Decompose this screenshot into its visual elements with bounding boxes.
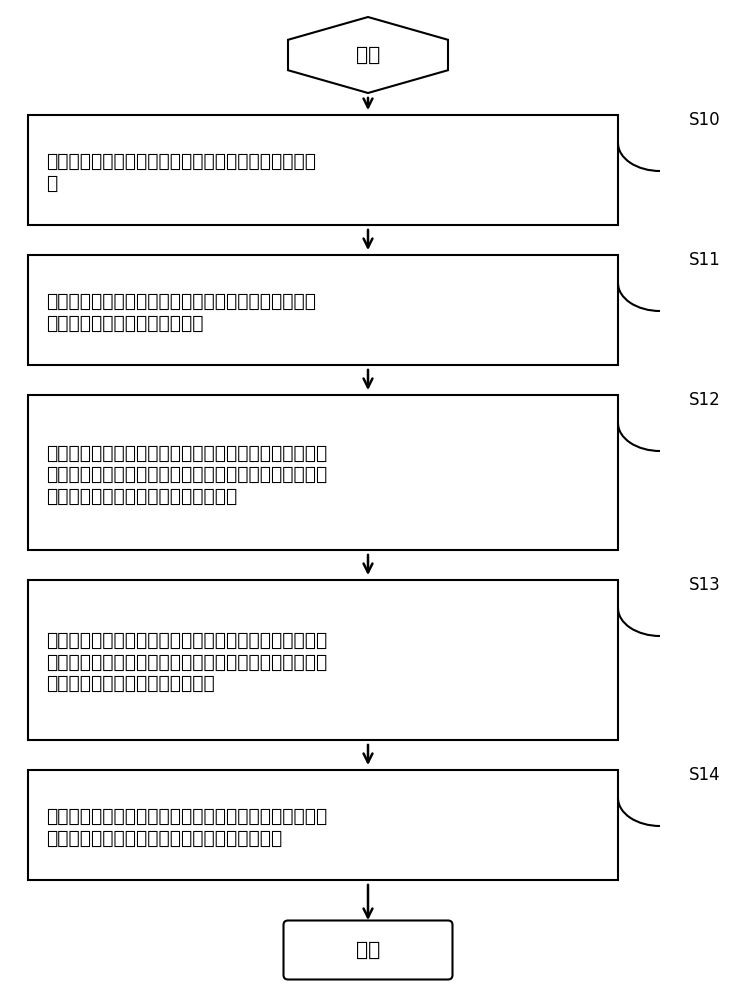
Text: 执行过程的影像，并对所述影像进行可视化展示: 执行过程的影像，并对所述影像进行可视化展示: [46, 828, 282, 847]
Text: 开始: 开始: [356, 45, 380, 64]
Text: 动态展示模块存储经价真模块价真生成的各个工艺步骤的: 动态展示模块存储经价真模块价真生成的各个工艺步骤的: [46, 807, 328, 826]
Text: 据: 据: [46, 173, 57, 192]
Text: S10: S10: [689, 111, 721, 129]
Text: S14: S14: [689, 766, 721, 784]
Text: 价真模块运行所述集成模块建立的数字化模型，从而对待: 价真模块运行所述集成模块建立的数字化模型，从而对待: [46, 631, 328, 650]
Text: 件三维参数，生成对应的虚拟零部件；: 件三维参数，生成对应的虚拟零部件；: [46, 487, 237, 506]
Bar: [28, 115, 618, 225]
Text: 展示产品的产品性能、运转工艺进行价真分析，并按照工: 展示产品的产品性能、运转工艺进行价真分析，并按照工: [46, 653, 328, 672]
Text: 结束: 结束: [356, 940, 380, 960]
Text: S11: S11: [689, 251, 721, 269]
Text: 数据导入模块采集待展示的产品结构参数和工艺参数数: 数据导入模块采集待展示的产品结构参数和工艺参数数: [46, 152, 316, 171]
Text: 数据接收模块接收来自数据导入模块传送的数据，并发: 数据接收模块接收来自数据导入模块传送的数据，并发: [46, 292, 316, 311]
Bar: [28, 395, 618, 550]
Text: 送给数据分析模块进行参数分析: 送给数据分析模块进行参数分析: [46, 313, 203, 332]
Text: 集成模块利用所述数据分析模块的分析结果构建待展示产: 集成模块利用所述数据分析模块的分析结果构建待展示产: [46, 444, 328, 463]
Text: 艺参数，按顺序执行每一工艺步骤: 艺参数，按顺序执行每一工艺步骤: [46, 674, 215, 693]
Bar: [28, 580, 618, 740]
Bar: [28, 770, 618, 880]
Bar: [28, 255, 618, 365]
Text: S12: S12: [689, 391, 721, 409]
Text: S13: S13: [689, 576, 721, 594]
Text: 品的虚拟的数字化模型；根据所述待展示产品的每个零部: 品的虚拟的数字化模型；根据所述待展示产品的每个零部: [46, 465, 328, 484]
